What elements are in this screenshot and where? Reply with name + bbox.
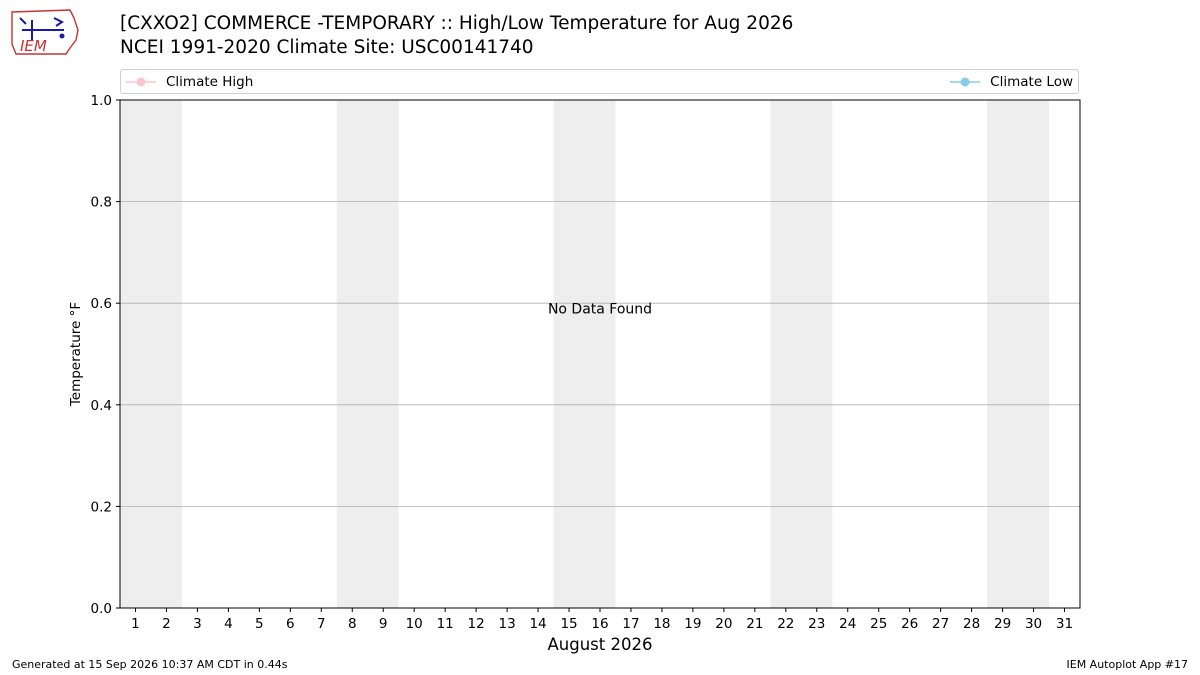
app-id: IEM Autoplot App #17: [1066, 658, 1189, 671]
x-tick-label: 9: [379, 616, 388, 632]
x-tick-label: 24: [839, 616, 856, 632]
x-tick-label: 21: [746, 616, 763, 632]
x-tick-label: 23: [808, 616, 825, 632]
x-tick-label: 5: [255, 616, 264, 632]
y-tick-label: 0.6: [91, 296, 112, 312]
title-line-1: [CXXO2] COMMERCE -TEMPORARY :: High/Low …: [120, 13, 794, 34]
title-line-2: NCEI 1991-2020 Climate Site: USC00141740: [120, 37, 534, 58]
x-tick-label: 19: [684, 616, 701, 632]
plot-frame: [119, 99, 1081, 609]
x-tick-label: 27: [932, 616, 949, 632]
x-tick-label: 28: [963, 616, 980, 632]
x-tick-label: 13: [499, 616, 516, 632]
x-tick-label: 14: [529, 616, 546, 632]
chart-title: [CXXO2] COMMERCE -TEMPORARY :: High/Low …: [120, 12, 793, 60]
x-tick-label: 11: [437, 616, 454, 632]
x-tick-label: 29: [994, 616, 1011, 632]
legend-item-climate-low: Climate Low: [950, 74, 1073, 90]
x-tick-label: 20: [715, 616, 732, 632]
chart-legend: Climate High Climate Low: [120, 69, 1079, 94]
x-tick-label: 12: [468, 616, 485, 632]
y-tick-label: 0.4: [91, 398, 112, 414]
weekend-band: [770, 100, 833, 608]
y-tick-label: 0.8: [91, 195, 112, 211]
x-tick-label: 6: [286, 616, 295, 632]
y-axis-label: Temperature °F: [68, 302, 84, 407]
legend-item-climate-high: Climate High: [126, 74, 253, 90]
x-tick-label: 2: [162, 616, 171, 632]
x-axis-label: August 2026: [548, 635, 653, 654]
logo-text: IEM: [20, 37, 47, 55]
legend-label-climate-low: Climate Low: [990, 74, 1073, 90]
x-tick-label: 26: [901, 616, 918, 632]
x-tick-label: 10: [406, 616, 423, 632]
x-tick-label: 4: [224, 616, 233, 632]
climate-high-legend-marker: [126, 77, 156, 87]
x-tick-label: 3: [193, 616, 202, 632]
x-tick-label: 22: [777, 616, 794, 632]
y-tick-label: 0.0: [91, 601, 112, 617]
generated-timestamp: Generated at 15 Sep 2026 10:37 AM CDT in…: [12, 658, 288, 671]
weekend-band: [336, 100, 399, 608]
x-tick-label: 25: [870, 616, 887, 632]
x-tick-label: 17: [622, 616, 639, 632]
x-tick-label: 15: [560, 616, 577, 632]
no-data-annotation: No Data Found: [548, 301, 652, 317]
x-tick-label: 1: [131, 616, 140, 632]
legend-label-climate-high: Climate High: [166, 74, 254, 90]
x-tick-label: 7: [317, 616, 326, 632]
weekend-band: [987, 100, 1050, 608]
x-tick-label: 30: [1025, 616, 1042, 632]
y-tick-label: 1.0: [91, 93, 112, 109]
x-tick-label: 16: [591, 616, 608, 632]
weekend-band: [120, 100, 182, 608]
x-tick-label: 31: [1056, 616, 1073, 632]
y-tick-label: 0.2: [91, 499, 112, 515]
x-tick-label: 18: [653, 616, 670, 632]
weekend-band: [553, 100, 616, 608]
x-tick-label: 8: [348, 616, 357, 632]
iem-logo: IEM: [11, 9, 79, 55]
climate-low-legend-marker: [950, 77, 981, 87]
